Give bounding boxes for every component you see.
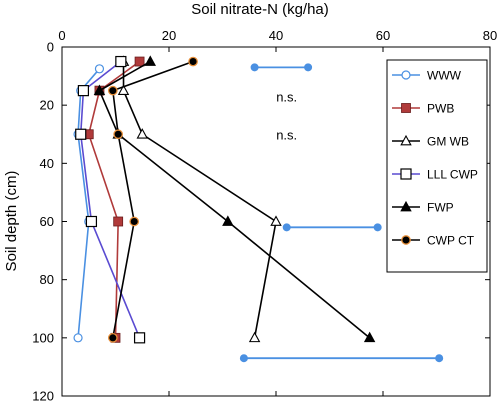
legend-label: LLL CWP (427, 168, 478, 182)
lsd-bar (282, 223, 382, 232)
data-point (188, 56, 198, 67)
lsd-bar-end (304, 63, 313, 72)
data-point (113, 129, 124, 140)
data-point (73, 333, 83, 343)
plot-area: 0 20 40 60 80 0 20 40 60 80 100 120 (32, 28, 497, 402)
data-point (134, 56, 145, 67)
legend-entry: GM WB (392, 135, 469, 149)
data-point (77, 85, 90, 97)
lsd-bar-end (282, 223, 291, 232)
x-tick-label: 80 (483, 28, 497, 43)
series-layer (73, 55, 376, 344)
legend: WWW PWB GM WB LLL CWP FWP CWP CT (386, 59, 488, 273)
data-point (113, 216, 124, 227)
x-tick-label: 60 (376, 28, 390, 43)
legend-entry: LLL CWP (392, 168, 478, 182)
legend-entry: WWW (392, 69, 462, 83)
x-axis-title: Soil nitrate-N (kg/ha) (191, 1, 329, 18)
lsd-bar (250, 63, 313, 72)
series-line (98, 60, 371, 339)
legend-marker (400, 200, 412, 212)
data-point (222, 215, 234, 226)
annotation-label: n.s. (276, 127, 297, 142)
data-point (144, 55, 157, 66)
x-tick-label: 40 (269, 28, 283, 43)
y-tick-label: 0 (47, 40, 54, 55)
series-cwp-ct (107, 56, 198, 343)
series-fwp (93, 55, 376, 343)
series-line (111, 60, 194, 338)
lsd-bar-end (435, 354, 444, 363)
legend-marker (400, 168, 412, 180)
x-tick-label: 0 (58, 28, 65, 43)
y-tick-label: 100 (32, 330, 54, 345)
data-point (75, 128, 87, 140)
lsd-bar-end (373, 223, 382, 232)
lsd-bar-end (239, 354, 248, 363)
legend-marker (400, 134, 412, 146)
data-point (136, 128, 148, 139)
legend-label: FWP (427, 201, 454, 215)
data-point (115, 55, 127, 68)
x-tick-label: 20 (162, 28, 176, 43)
annotation-layer: n.s. n.s. (276, 89, 297, 142)
data-point (129, 216, 140, 227)
y-tick-label: 60 (40, 214, 54, 229)
y-tick-label: 20 (40, 98, 54, 113)
data-point (133, 332, 146, 344)
data-point (94, 64, 105, 74)
error-bar-layer (239, 63, 444, 363)
legend-label: CWP CT (427, 234, 475, 248)
data-point (248, 331, 261, 343)
y-tick-label: 120 (32, 389, 54, 402)
legend-entry: FWP (392, 201, 454, 215)
y-tick-label: 80 (40, 272, 54, 287)
data-point (85, 215, 98, 228)
annotation-label: n.s. (276, 89, 297, 104)
data-point (93, 84, 106, 95)
data-point (363, 331, 376, 343)
legend-label: GM WB (427, 135, 469, 149)
legend-marker (401, 70, 411, 80)
legend-label: PWB (427, 102, 454, 116)
data-point (270, 215, 282, 226)
legend-marker (401, 103, 411, 113)
legend-entry: CWP CT (392, 234, 475, 248)
series-lll-cwp (75, 55, 146, 344)
legend-marker (401, 235, 411, 245)
legend-entry: PWB (392, 102, 454, 116)
data-point (117, 84, 130, 95)
legend-label: WWW (427, 69, 462, 83)
lsd-bar (239, 354, 444, 363)
data-point (107, 85, 118, 96)
y-axis-title: Soil depth (cm) (3, 171, 20, 272)
y-tick-label: 40 (40, 156, 54, 171)
data-point (107, 332, 118, 343)
lsd-bar-end (250, 63, 259, 72)
